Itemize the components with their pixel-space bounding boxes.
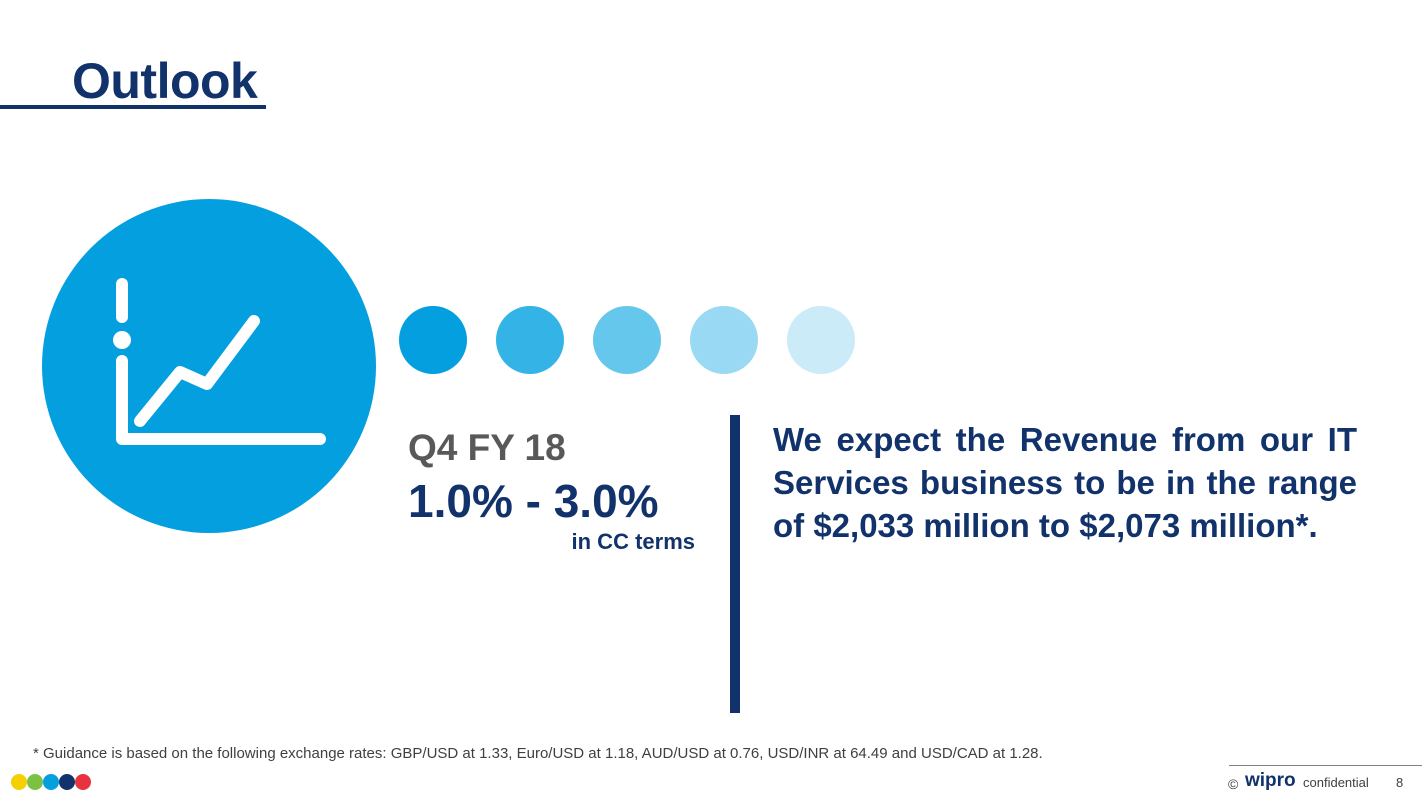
growth-chart-icon xyxy=(113,278,326,445)
progress-dot xyxy=(690,306,758,374)
page-number: 8 xyxy=(1396,775,1404,790)
outlook-circle xyxy=(42,199,376,533)
cc-terms-label: in CC terms xyxy=(571,529,695,554)
confidential-label: confidential xyxy=(1303,775,1369,790)
progress-dot xyxy=(399,306,467,374)
guidance-period: Q4 FY 18 xyxy=(408,427,566,468)
green-dot xyxy=(27,774,43,790)
progress-dot xyxy=(496,306,564,374)
brand-logo: wipro xyxy=(1245,770,1296,791)
blue-dot xyxy=(43,774,59,790)
guidance-range: 1.0% - 3.0% xyxy=(408,475,659,527)
progress-dot xyxy=(787,306,855,374)
title-underline xyxy=(0,105,266,109)
slide-title: Outlook xyxy=(72,53,258,109)
vertical-divider xyxy=(730,415,740,713)
red-dot xyxy=(75,774,91,790)
footer-rule xyxy=(1229,765,1422,766)
guidance-statement: We expect the Revenue from our IT Servic… xyxy=(773,421,1357,544)
progress-dot xyxy=(593,306,661,374)
yellow-dot xyxy=(11,774,27,790)
copyright-symbol: © xyxy=(1228,776,1239,792)
navy-dot xyxy=(59,774,75,790)
exchange-rate-footnote: * Guidance is based on the following exc… xyxy=(33,745,1043,762)
